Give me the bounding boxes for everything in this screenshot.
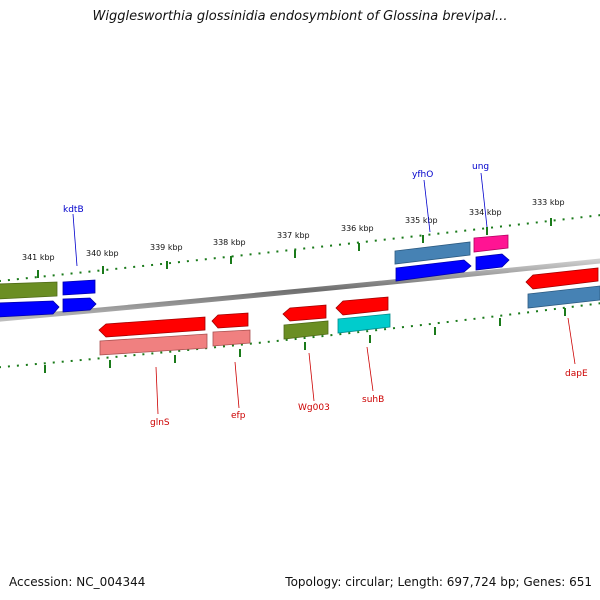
scale-label-336: 336 kbp <box>341 224 374 233</box>
scale-label-337: 337 kbp <box>277 231 310 240</box>
accession-label: Accession: NC_004344 <box>9 575 146 589</box>
gene-blue-left[interactable] <box>0 300 60 318</box>
reverse-features <box>98 267 600 356</box>
leader-yfhO <box>423 179 431 233</box>
scale-label-339: 339 kbp <box>150 243 183 252</box>
gene-kdtB-inner[interactable] <box>62 297 97 313</box>
gene-efp[interactable] <box>211 312 249 329</box>
label-kdtB[interactable]: kdtB <box>63 205 84 215</box>
leader-dapE <box>567 317 576 365</box>
scale-label-338: 338 kbp <box>213 238 246 247</box>
label-dapE[interactable]: dapE <box>565 369 588 379</box>
label-yfhO[interactable]: yfhO <box>412 170 433 180</box>
label-suhB[interactable]: suhB <box>362 395 384 405</box>
gene-olive-left[interactable] <box>0 281 58 300</box>
leader-Wg003 <box>308 352 315 402</box>
label-efp[interactable]: efp <box>231 411 246 421</box>
gene-ung[interactable] <box>473 234 509 253</box>
label-ung[interactable]: ung <box>472 162 489 172</box>
gene-Wg003-outer[interactable] <box>283 320 329 340</box>
gene-glnS[interactable] <box>98 316 206 338</box>
scale-labels: 333 kbp 334 kbp 335 kbp 336 kbp 337 kbp … <box>22 198 565 262</box>
gene-suhB[interactable] <box>335 296 389 316</box>
scale-label-335: 335 kbp <box>405 216 438 225</box>
leader-ung <box>480 172 488 228</box>
leader-efp <box>234 361 240 409</box>
forward-major-ticks <box>37 218 552 278</box>
leader-kdtB <box>72 213 78 267</box>
gene-yfhO[interactable] <box>394 241 471 265</box>
forward-features <box>0 234 510 318</box>
gene-labels: kdtB yfhO ung glnS efp Wg003 suhB dapE <box>63 162 588 428</box>
leader-glnS <box>155 366 159 415</box>
scale-label-333: 333 kbp <box>532 198 565 207</box>
topology-info: Topology: circular; Length: 697,724 bp; … <box>285 575 592 589</box>
leader-suhB <box>366 346 374 392</box>
gene-kdtB[interactable] <box>62 279 96 296</box>
gene-glnS-outer[interactable] <box>99 333 208 356</box>
gene-dapE-outer[interactable] <box>527 285 600 309</box>
gene-ung-inner[interactable] <box>475 253 510 271</box>
gene-Wg003[interactable] <box>282 304 327 322</box>
gene-dapE[interactable] <box>525 267 599 290</box>
label-Wg003[interactable]: Wg003 <box>298 403 330 413</box>
scale-label-340: 340 kbp <box>86 249 119 258</box>
label-glnS[interactable]: glnS <box>150 418 170 428</box>
gene-suhB-outer[interactable] <box>337 313 391 334</box>
genome-backbone <box>0 258 600 322</box>
gene-yfhO-inner[interactable] <box>395 259 472 282</box>
label-leaders <box>72 172 576 415</box>
reverse-major-ticks <box>44 308 566 373</box>
map-title: Wigglesworthia glossinidia endosymbiont … <box>92 9 508 24</box>
gene-efp-outer[interactable] <box>212 329 251 347</box>
scale-label-341: 341 kbp <box>22 253 55 262</box>
